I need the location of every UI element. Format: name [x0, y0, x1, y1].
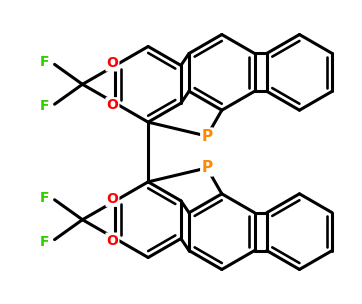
Text: F: F	[40, 99, 49, 113]
Text: F: F	[40, 55, 49, 69]
Text: O: O	[106, 192, 118, 206]
Text: P: P	[201, 129, 212, 143]
Text: O: O	[106, 57, 118, 71]
Text: F: F	[40, 191, 49, 205]
Text: O: O	[106, 98, 118, 112]
Text: F: F	[40, 235, 49, 249]
Text: P: P	[201, 161, 212, 175]
Text: O: O	[106, 233, 118, 247]
